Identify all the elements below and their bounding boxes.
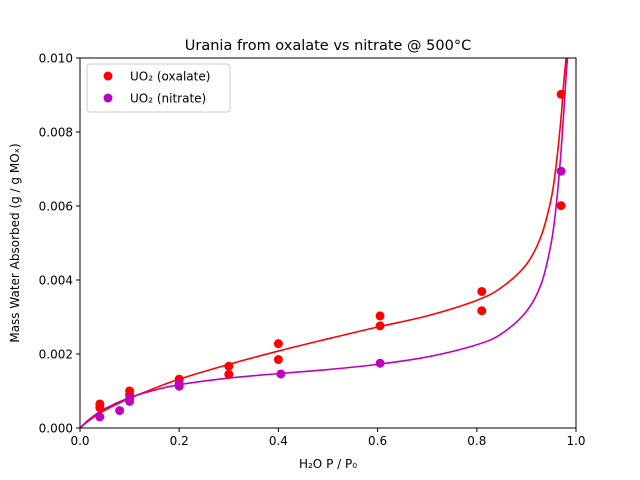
y-tick-label: 0.002 (39, 348, 73, 362)
y-tick-label: 0.000 (39, 422, 73, 436)
legend-box (86, 63, 231, 113)
data-point-series-1 (125, 393, 135, 403)
y-tick-label: 0.010 (39, 52, 73, 66)
x-tick-label: 0.2 (170, 434, 189, 448)
data-markers (95, 89, 566, 422)
x-axis-label: H₂O P / P₀ (299, 457, 357, 471)
data-point-series-0 (477, 306, 487, 316)
data-point-series-0 (556, 89, 566, 99)
x-tick-label: 0.0 (70, 434, 89, 448)
data-point-series-0 (556, 201, 566, 211)
plot-frame (79, 57, 577, 429)
data-point-series-0 (224, 369, 234, 379)
legend-label-nitrate: UO₂ (nitrate) (130, 92, 206, 106)
data-point-series-0 (273, 339, 283, 349)
y-tick-label: 0.004 (39, 274, 73, 288)
data-point-series-0 (375, 311, 385, 321)
legend-label-oxalate: UO₂ (oxalate) (130, 70, 210, 84)
legend-marker-nitrate (103, 93, 113, 103)
data-point-series-0 (95, 403, 105, 413)
x-tick-label: 1.0 (566, 434, 585, 448)
data-point-series-1 (95, 412, 105, 422)
legend-marker-oxalate (103, 71, 113, 81)
x-tick-label: 0.8 (467, 434, 486, 448)
plot-area (79, 57, 577, 429)
y-axis: 0.000 0.002 0.004 0.006 0.008 0.010 (39, 52, 80, 436)
legend: UO₂ (oxalate) UO₂ (nitrate) (86, 63, 231, 113)
y-tick-label: 0.008 (39, 126, 73, 140)
chart-title: Urania from oxalate vs nitrate @ 500°C (185, 38, 471, 54)
data-point-series-0 (375, 321, 385, 331)
x-tick-label: 0.6 (368, 434, 387, 448)
y-tick-label: 0.006 (39, 200, 73, 214)
y-axis-label: Mass Water Absorbed (g / g MOₓ) (8, 143, 22, 342)
data-point-series-1 (276, 369, 286, 379)
data-point-series-1 (556, 166, 566, 176)
data-point-series-0 (273, 355, 283, 365)
x-axis: 0.0 0.2 0.4 0.6 0.8 1.0 (70, 428, 586, 448)
data-point-series-1 (115, 406, 125, 416)
data-point-series-1 (174, 379, 184, 389)
data-point-series-0 (224, 361, 234, 371)
x-tick-label: 0.4 (269, 434, 288, 448)
data-point-series-1 (375, 358, 385, 368)
data-point-series-0 (477, 286, 487, 296)
